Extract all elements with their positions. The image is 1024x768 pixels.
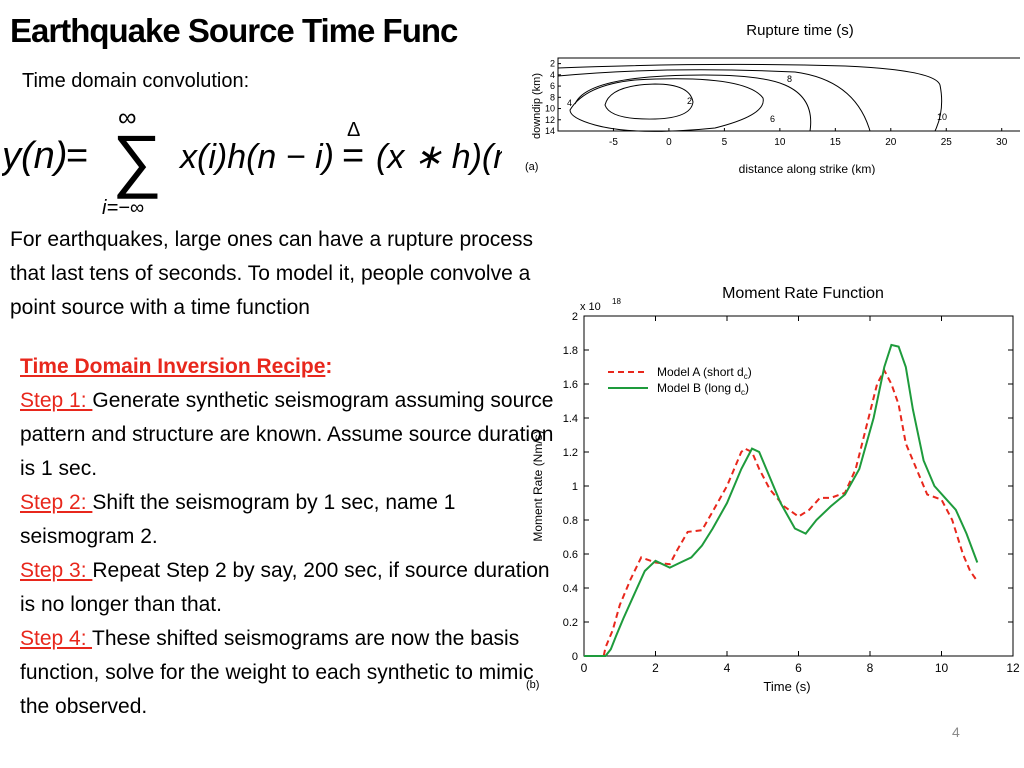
formula-term: x(i)h(n − i) (178, 138, 334, 176)
contour-xlabel: distance along strike (km) (739, 162, 876, 175)
legend-label-a: Model A (short dc) (657, 365, 752, 381)
contour-line-4 (569, 78, 764, 132)
recipe-step-2: Step 2: Shift the seismogram by 1 sec, n… (20, 486, 565, 554)
contour-label-2: 2 (687, 96, 692, 106)
recipe-step-1: Step 1: Generate synthetic seismogram as… (20, 384, 565, 486)
legend-label-b: Model B (long dc) (657, 381, 749, 397)
page-number: 4 (952, 724, 960, 740)
contour-lines (557, 63, 943, 132)
mrf-x-tick-label: 12 (1006, 661, 1020, 675)
mrf-y-tick-label: 0.8 (563, 515, 578, 527)
contour-frame (557, 57, 1020, 132)
recipe-step-3: Step 3: Repeat Step 2 by say, 200 sec, i… (20, 554, 565, 622)
mrf-y-tick-label: 1.4 (563, 413, 578, 425)
series-line-model-a (584, 368, 979, 657)
mrf-y-tick-label: 1.6 (563, 379, 578, 391)
contour-x-tick-label: 15 (830, 137, 842, 148)
subtitle: Time domain convolution: (22, 70, 250, 92)
contour-label-6: 6 (770, 114, 775, 124)
contour-y-tick-label: 2 (550, 59, 555, 69)
contour-y-tick-label: 8 (550, 92, 555, 102)
step-text: Generate synthetic seismogram assuming s… (20, 389, 554, 480)
mrf-legend: Model A (short dc) Model B (long dc) (608, 365, 752, 397)
mrf-y-tick-label: 1.2 (563, 447, 578, 459)
y-multiplier-exp: 18 (612, 297, 621, 306)
contour-y-tick-label: 10 (545, 104, 555, 114)
mrf-x-tick-label: 8 (867, 661, 874, 675)
contour-x-ticks: -5 0 5 10 15 20 25 30 (609, 128, 1008, 148)
contour-y-tick-label: 14 (545, 126, 555, 136)
step-label: Step 1: (20, 389, 93, 412)
def-symbol: Δ (347, 119, 360, 141)
sum-upper-limit: ∞ (118, 102, 137, 132)
contour-x-tick-label: 30 (996, 137, 1008, 148)
panel-label-b: (b) (526, 679, 539, 691)
contour-label-8: 8 (787, 74, 792, 84)
contour-x-tick-label: 10 (774, 137, 786, 148)
recipe-heading-colon: : (325, 355, 333, 378)
y-multiplier: x 10 (580, 301, 601, 313)
contour-label-10: 10 (937, 112, 947, 122)
mrf-x-tick-label: 6 (795, 661, 802, 675)
contour-x-tick-label: 0 (666, 137, 672, 148)
convolution-formula: y(n) = ∞ ∑ i=−∞ x(i)h(n − i) Δ = (x ∗ h)… (2, 102, 502, 219)
contour-x-tick-label: 25 (941, 137, 953, 148)
contour-labels: 2 4 6 8 10 (567, 74, 947, 124)
contour-y-tick-label: 12 (545, 115, 555, 125)
recipe-heading-text: Time Domain Inversion Recipe (20, 355, 326, 378)
mrf-y-tick-label: 0 (572, 651, 578, 663)
mrf-x-tick-label: 0 (581, 661, 588, 675)
mrf-x-tick-label: 4 (724, 661, 731, 675)
mrf-title: Moment Rate Function (722, 285, 884, 302)
contour-line-8 (557, 69, 871, 132)
step-text: These shifted seismograms are now the ba… (20, 627, 534, 718)
contour-line-2 (604, 83, 694, 120)
series-line-model-b (584, 343, 979, 657)
formula-rhs: (x ∗ h)(n) (376, 138, 502, 176)
contour-title: Rupture time (s) (746, 22, 854, 39)
contour-x-tick-label: 5 (722, 137, 728, 148)
mrf-ylabel: Moment Rate (Nm/s) (531, 430, 545, 541)
contour-line-10 (557, 63, 943, 132)
mrf-y-tick-label: 2 (572, 311, 578, 323)
recipe-heading: Time Domain Inversion Recipe: (20, 350, 565, 384)
formula-equals: = (66, 135, 88, 177)
inversion-recipe: Time Domain Inversion Recipe: Step 1: Ge… (20, 350, 565, 724)
mrf-x-tick-label: 10 (935, 661, 949, 675)
contour-ylabel: downdip (km) (531, 73, 543, 139)
sigma-symbol: ∑ (112, 121, 162, 199)
formula-def-equals: = (342, 135, 364, 177)
contour-x-tick-label: 20 (885, 137, 897, 148)
mrf-frame (583, 315, 1014, 657)
step-label: Step 2: (20, 491, 93, 514)
mrf-series (584, 343, 979, 657)
slide-title: Earthquake Source Time Func (10, 12, 458, 49)
contour-x-tick-label: -5 (609, 137, 618, 148)
mrf-xlabel: Time (s) (763, 679, 810, 694)
moment-rate-chart: Moment Rate Function x 10 18 Moment Rate… (526, 285, 1020, 694)
contour-label-4: 4 (567, 98, 572, 108)
contour-y-tick-label: 4 (550, 70, 555, 80)
mrf-ticks: 0 2 4 6 8 10 12 0 0.2 0.4 0.6 0.8 1 1.2 1.4 1.6 1.8 2 (563, 311, 1020, 675)
mrf-y-tick-label: 0.2 (563, 617, 578, 629)
intro-paragraph: For earthquakes, large ones can have a r… (10, 228, 533, 319)
mrf-y-tick-label: 0.6 (563, 549, 578, 561)
step-text: Repeat Step 2 by say, 200 sec, if source… (20, 559, 550, 616)
contour-y-tick-label: 6 (550, 81, 555, 91)
recipe-step-4: Step 4: These shifted seismograms are no… (20, 622, 565, 724)
rupture-time-chart: Rupture time (s) (a) downdip (km) distan… (525, 22, 1020, 175)
step-label: Step 3: (20, 559, 93, 582)
contour-line-6 (574, 74, 812, 132)
mrf-x-tick-label: 2 (652, 661, 659, 675)
sum-lower-limit: i=−∞ (102, 197, 144, 219)
mrf-y-tick-label: 0.4 (563, 583, 578, 595)
mrf-y-tick-label: 1.8 (563, 345, 578, 357)
step-label: Step 4: (20, 627, 93, 650)
formula-lhs: y(n) (2, 135, 67, 177)
mrf-y-tick-label: 1 (572, 481, 578, 493)
panel-label-a: (a) (525, 161, 538, 173)
step-text: Shift the seismogram by 1 sec, name 1 se… (20, 491, 456, 548)
